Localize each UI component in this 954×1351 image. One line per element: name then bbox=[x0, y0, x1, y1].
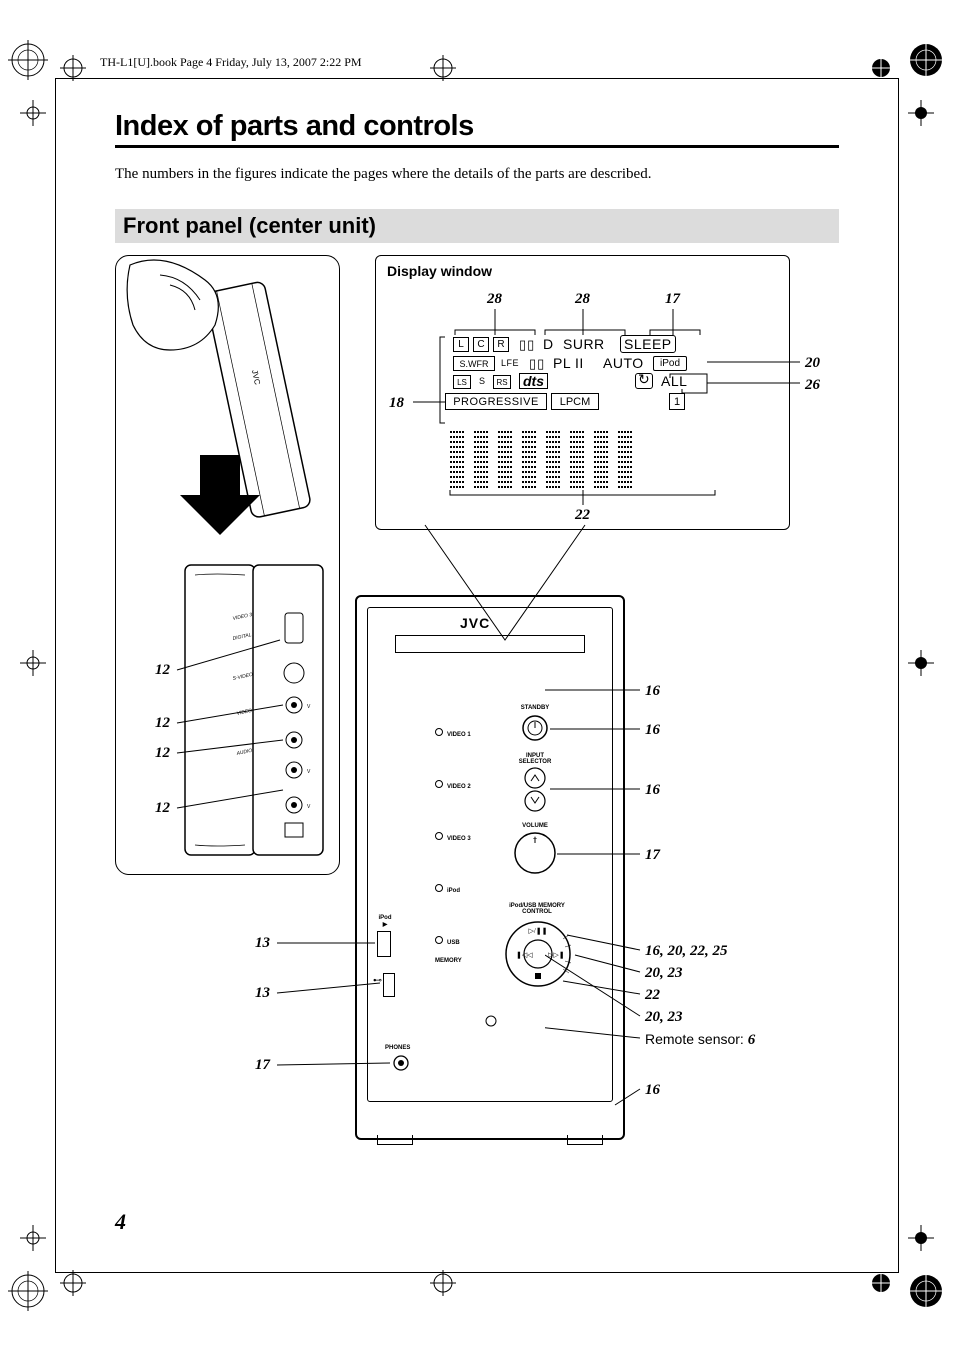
section-heading: Front panel (center unit) bbox=[115, 209, 839, 243]
crop-mark-icon bbox=[908, 100, 934, 126]
svg-text:❚◁◁: ❚◁◁ bbox=[516, 951, 533, 959]
crop-line bbox=[55, 78, 899, 79]
dw-R: R bbox=[493, 337, 509, 352]
dw-iPod: iPod bbox=[653, 356, 687, 371]
dw-dolby-icon: ▯▯ bbox=[529, 356, 545, 372]
crop-mark-icon bbox=[60, 1270, 86, 1296]
input-selector-buttons bbox=[523, 767, 547, 813]
dw-LPCM: LPCM bbox=[551, 393, 599, 410]
reg-mark-tl bbox=[8, 40, 48, 80]
crop-line bbox=[55, 78, 56, 1273]
dw-AUTO: AUTO bbox=[603, 355, 644, 371]
crop-line bbox=[898, 78, 899, 1273]
crop-mark-icon bbox=[868, 1270, 894, 1296]
dw-dotmatrix bbox=[450, 420, 642, 480]
dw-1: 1 bbox=[669, 393, 685, 410]
dw-repeat-icon: ↻ bbox=[635, 373, 653, 389]
dw-PL2: PL II bbox=[553, 355, 584, 371]
dw-pointer bbox=[415, 520, 615, 650]
page-number: 4 bbox=[115, 1209, 126, 1235]
dw-LFE: LFE bbox=[501, 358, 519, 368]
svg-text:+: + bbox=[533, 834, 538, 843]
crop-mark-icon bbox=[20, 100, 46, 126]
reg-mark-bl bbox=[8, 1271, 48, 1311]
dw-LS: LS bbox=[453, 375, 471, 389]
figure-area: Display window 28 28 17 20 26 18 22 bbox=[115, 255, 839, 1155]
svg-text:−: − bbox=[533, 869, 538, 875]
phones-jack bbox=[393, 1055, 409, 1071]
dw-PROGRESSIVE: PROGRESSIVE bbox=[445, 393, 547, 410]
right-leaders bbox=[545, 655, 665, 1115]
dw-dolby-icon: ▯▯ bbox=[519, 337, 535, 353]
crop-mark-icon bbox=[908, 650, 934, 676]
intro-text: The numbers in the figures indicate the … bbox=[115, 166, 839, 183]
left-leaders-2 bbox=[265, 925, 395, 1085]
dw-D: D bbox=[543, 336, 554, 352]
remote-sensor-dot bbox=[485, 1015, 497, 1027]
crop-line bbox=[55, 1272, 899, 1273]
device-foot bbox=[377, 1135, 413, 1145]
title-rule bbox=[115, 145, 839, 148]
dw-ALL: ALL bbox=[661, 373, 687, 389]
dw-RS: RS bbox=[493, 375, 511, 389]
dw-SURR: SURR bbox=[563, 336, 605, 352]
crop-mark-icon bbox=[908, 1225, 934, 1251]
dw-S: S bbox=[479, 376, 486, 386]
device-src-col: VIDEO 1 VIDEO 2 VIDEO 3 iPod USB MEMORY bbox=[435, 723, 471, 967]
dw-L: L bbox=[453, 337, 469, 352]
dw-SLEEP: SLEEP bbox=[620, 336, 676, 352]
down-arrow-icon bbox=[175, 450, 265, 540]
crop-mark-icon bbox=[20, 650, 46, 676]
dw-SWFR: S.WFR bbox=[453, 356, 495, 371]
page-title: Index of parts and controls bbox=[115, 110, 839, 143]
crop-mark-icon bbox=[20, 1225, 46, 1251]
reg-mark-br bbox=[906, 1271, 946, 1311]
device-foot bbox=[567, 1135, 603, 1145]
crop-mark-icon bbox=[430, 1270, 456, 1296]
dw-C: C bbox=[473, 337, 489, 352]
dw-dts: dts bbox=[519, 373, 548, 389]
reg-mark-tr bbox=[906, 40, 946, 80]
book-stamp: TH-L1[U].book Page 4 Friday, July 13, 20… bbox=[100, 55, 362, 70]
